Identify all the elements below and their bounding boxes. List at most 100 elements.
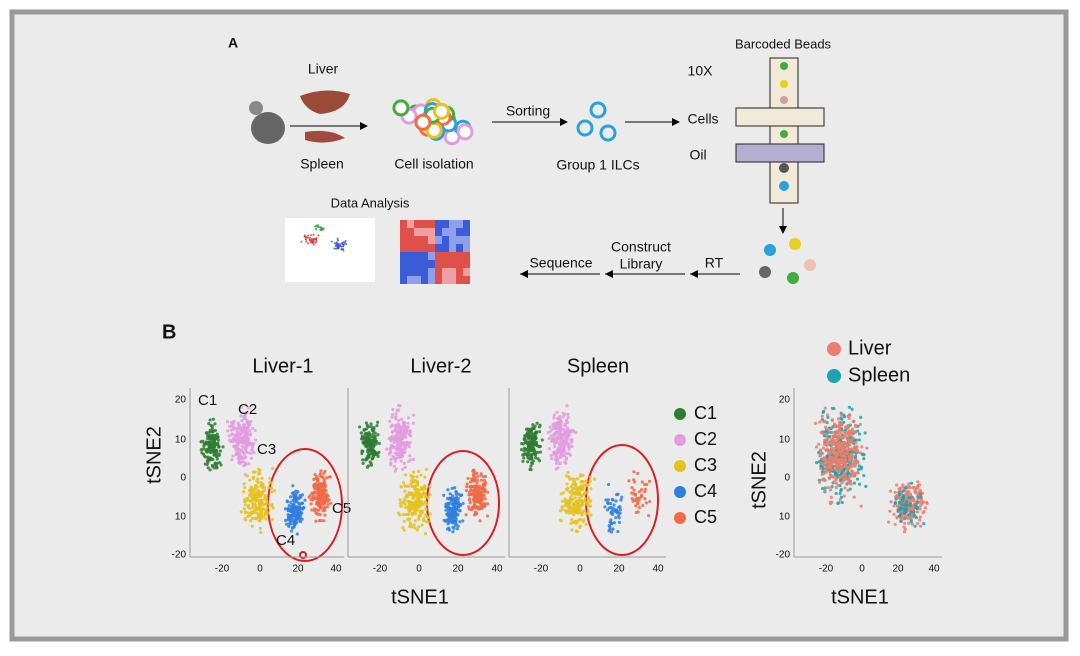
point	[904, 491, 908, 495]
point	[852, 495, 856, 499]
x-tick-label: -20	[373, 564, 388, 575]
point	[402, 433, 406, 437]
point	[291, 511, 295, 516]
point	[620, 495, 624, 499]
point	[233, 439, 237, 443]
point	[832, 422, 836, 426]
point	[393, 423, 398, 427]
point	[217, 445, 221, 449]
point	[889, 500, 893, 504]
point	[569, 511, 573, 515]
point	[831, 449, 835, 453]
point	[416, 489, 421, 493]
mouse-ear	[249, 101, 263, 115]
legend-swatch	[827, 369, 841, 383]
heat-cell	[463, 236, 470, 244]
heat-cell	[456, 276, 463, 284]
text: Library	[620, 256, 663, 272]
point	[912, 510, 916, 514]
point	[242, 423, 247, 427]
point	[342, 245, 345, 248]
point	[892, 504, 896, 508]
point	[315, 508, 319, 512]
point	[577, 503, 581, 507]
point	[549, 439, 554, 443]
point	[270, 490, 274, 494]
heat-cell	[449, 260, 456, 268]
point	[859, 467, 863, 471]
label-b: B	[162, 321, 176, 343]
point	[836, 436, 840, 440]
point	[905, 503, 909, 507]
point	[609, 502, 613, 506]
point	[230, 458, 234, 462]
heat-cell	[435, 260, 442, 268]
point	[823, 488, 827, 493]
point	[425, 514, 429, 519]
point	[893, 522, 897, 527]
point	[898, 486, 902, 490]
point	[648, 479, 652, 484]
x-tick-label: 0	[416, 564, 422, 575]
text: Group 1 ILCs	[556, 157, 639, 173]
point	[611, 527, 615, 531]
point	[574, 510, 578, 514]
point	[834, 481, 838, 485]
point	[229, 424, 234, 428]
mouse	[251, 112, 285, 144]
point	[465, 485, 469, 489]
heat-cell	[428, 276, 435, 284]
point	[614, 515, 618, 520]
point	[457, 509, 461, 513]
point	[819, 467, 823, 471]
point	[644, 501, 648, 505]
point	[576, 490, 580, 494]
point	[902, 530, 906, 534]
point	[569, 500, 573, 504]
point	[270, 517, 274, 521]
point	[300, 240, 303, 243]
heat-cell	[435, 276, 442, 284]
point	[821, 446, 825, 450]
point	[483, 483, 487, 487]
point	[258, 495, 262, 499]
point	[895, 515, 899, 519]
point	[827, 453, 832, 457]
point	[390, 423, 394, 427]
point	[822, 432, 826, 436]
point	[826, 436, 830, 441]
point	[377, 450, 381, 454]
point	[466, 476, 470, 481]
point	[838, 475, 842, 479]
bead	[780, 80, 788, 88]
point	[395, 408, 399, 412]
point	[588, 479, 592, 484]
point	[286, 506, 290, 511]
point	[643, 490, 647, 494]
point	[335, 247, 338, 250]
point	[581, 485, 585, 490]
point	[393, 469, 397, 473]
x-tick-label: 20	[452, 564, 464, 575]
point	[486, 490, 490, 494]
point	[410, 525, 414, 529]
point	[320, 475, 324, 479]
legend-label: C3	[694, 455, 717, 475]
point	[312, 243, 315, 246]
point	[396, 432, 400, 436]
point	[852, 447, 856, 451]
drop	[789, 238, 801, 250]
point	[847, 416, 851, 420]
point	[473, 512, 477, 517]
heat-cell	[449, 228, 456, 236]
point	[208, 418, 212, 422]
point	[561, 411, 565, 415]
point	[570, 440, 574, 444]
point	[839, 430, 843, 434]
point	[551, 422, 555, 427]
point	[641, 503, 645, 508]
point	[215, 443, 220, 447]
point	[617, 516, 621, 520]
point	[618, 508, 623, 512]
point	[632, 488, 636, 492]
